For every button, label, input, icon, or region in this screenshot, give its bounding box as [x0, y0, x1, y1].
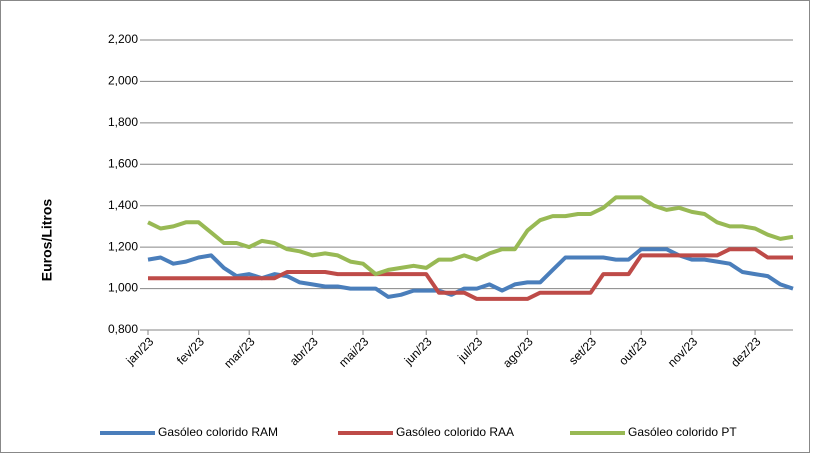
legend-label: Gasóleo colorido PT — [628, 425, 737, 439]
legend-label: Gasóleo colorido RAA — [396, 425, 514, 439]
y-tick-label: 1,600 — [108, 156, 138, 170]
chart-frame — [0, 0, 810, 453]
y-axis-title: Euros/Litros — [39, 199, 55, 282]
y-tick-label: 2,200 — [108, 32, 138, 46]
y-tick-label: 0,800 — [108, 322, 138, 336]
line-series — [148, 247, 793, 301]
legend-label: Gasóleo colorido RAM — [158, 425, 278, 439]
y-tick-label: 1,000 — [108, 281, 138, 295]
line-series — [147, 195, 794, 277]
line-series — [147, 247, 794, 299]
y-tick-label: 1,200 — [108, 239, 138, 253]
y-tick-label: 1,800 — [108, 115, 138, 129]
y-tick-label: 1,400 — [108, 198, 138, 212]
y-tick-label: 2,000 — [108, 74, 138, 88]
